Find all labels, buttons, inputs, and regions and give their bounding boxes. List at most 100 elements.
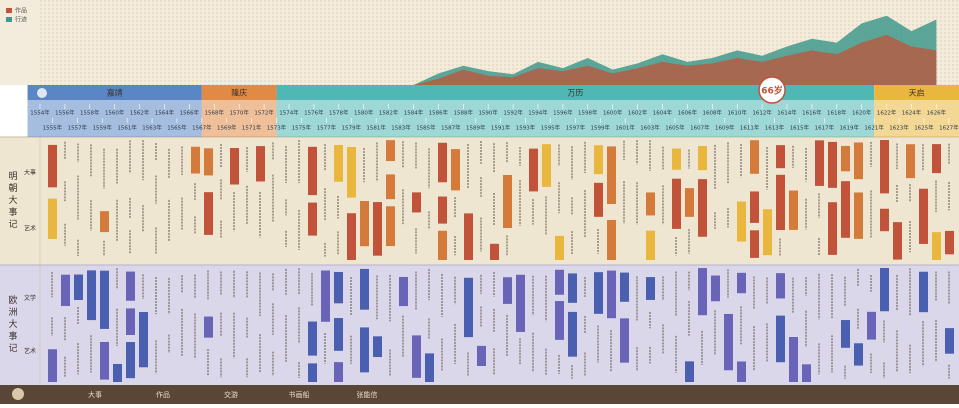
event-box — [594, 182, 603, 217]
event-box — [594, 272, 603, 314]
year-label: 1581年 — [366, 124, 386, 132]
row-label: 大事 — [24, 168, 36, 176]
event-box — [828, 141, 837, 188]
reign-band — [201, 85, 277, 100]
event-box — [204, 316, 213, 338]
event-box — [880, 208, 889, 232]
event-box — [386, 140, 395, 162]
event-box — [334, 318, 343, 351]
year-band — [874, 100, 959, 137]
event-box — [919, 188, 928, 244]
event-box — [347, 147, 356, 198]
reign-band — [874, 85, 959, 100]
event-box — [594, 145, 603, 175]
year-label: 1627年 — [939, 124, 959, 132]
event-box — [451, 149, 460, 191]
year-label: 1570年 — [229, 109, 249, 117]
event-box — [61, 274, 70, 306]
event-box — [373, 202, 382, 256]
event-box — [763, 209, 772, 256]
year-label: 1605年 — [665, 124, 685, 132]
event-box — [750, 191, 759, 223]
year-label: 1569年 — [217, 124, 237, 132]
event-box — [828, 202, 837, 255]
year-label: 1607年 — [690, 124, 710, 132]
year-label: 1573年 — [267, 124, 287, 132]
event-box — [750, 230, 759, 258]
year-label: 1600年 — [603, 109, 623, 117]
event-box — [646, 230, 655, 260]
event-box — [555, 235, 564, 260]
event-box — [776, 315, 785, 363]
year-label: 1621年 — [864, 124, 884, 132]
event-box — [360, 327, 369, 373]
event-box — [646, 277, 655, 300]
event-box — [438, 196, 447, 224]
event-box — [737, 361, 746, 382]
year-label: 1608年 — [703, 109, 723, 117]
section-title: 欧洲大事记 — [7, 294, 18, 355]
year-label: 1599年 — [591, 124, 611, 132]
year-label: 1576年 — [304, 109, 324, 117]
year-label: 1587年 — [441, 124, 461, 132]
legend-swatch — [6, 8, 12, 13]
event-box — [854, 142, 863, 180]
event-box — [607, 146, 616, 204]
event-box — [334, 144, 343, 182]
reign-name: 嘉靖 — [107, 88, 123, 98]
year-label: 1586年 — [429, 109, 449, 117]
nav-item: 大事 — [88, 390, 102, 399]
event-box — [880, 268, 889, 312]
year-label: 1577年 — [317, 124, 337, 132]
event-box — [854, 192, 863, 239]
year-label: 1620年 — [852, 109, 872, 117]
year-label: 1612年 — [752, 109, 772, 117]
event-box — [893, 222, 902, 260]
year-label: 1624年 — [902, 109, 922, 117]
year-label: 1585年 — [416, 124, 436, 132]
event-box — [685, 188, 694, 217]
year-label: 1622年 — [877, 109, 897, 117]
event-box — [776, 145, 785, 169]
year-label: 1613年 — [765, 124, 785, 132]
event-box — [334, 271, 343, 304]
year-label: 1556年 — [55, 109, 75, 117]
event-box — [321, 270, 330, 322]
year-label: 1562年 — [130, 109, 150, 117]
event-box — [854, 343, 863, 366]
row-label: 艺术 — [24, 347, 36, 355]
event-box — [425, 353, 434, 382]
event-box — [919, 271, 928, 313]
event-box — [698, 179, 707, 237]
event-box — [204, 148, 213, 176]
event-box — [308, 202, 317, 236]
year-label: 1554年 — [30, 109, 50, 117]
event-box — [360, 201, 369, 247]
year-label: 1578年 — [329, 109, 349, 117]
event-box — [100, 270, 109, 329]
event-box — [555, 269, 564, 295]
year-label: 1603年 — [640, 124, 660, 132]
event-box — [841, 320, 850, 348]
year-label: 1568年 — [205, 109, 225, 117]
row-label: 文学 — [24, 294, 36, 302]
year-label: 1580年 — [354, 109, 374, 117]
event-box — [945, 328, 954, 354]
event-box — [867, 311, 876, 340]
event-box — [126, 271, 135, 301]
event-box — [464, 277, 473, 338]
event-box — [412, 335, 421, 378]
bottom-nav — [0, 385, 959, 404]
event-box — [74, 274, 83, 300]
year-label: 1604年 — [653, 109, 673, 117]
year-label: 1572年 — [254, 109, 274, 117]
event-box — [412, 192, 421, 213]
legend-background — [0, 0, 40, 85]
event-box — [48, 144, 57, 188]
year-label: 1555年 — [43, 124, 63, 132]
area — [40, 34, 937, 85]
event-box — [230, 148, 239, 185]
year-label: 1610年 — [727, 109, 747, 117]
year-label: 1583年 — [391, 124, 411, 132]
event-box — [48, 349, 57, 382]
